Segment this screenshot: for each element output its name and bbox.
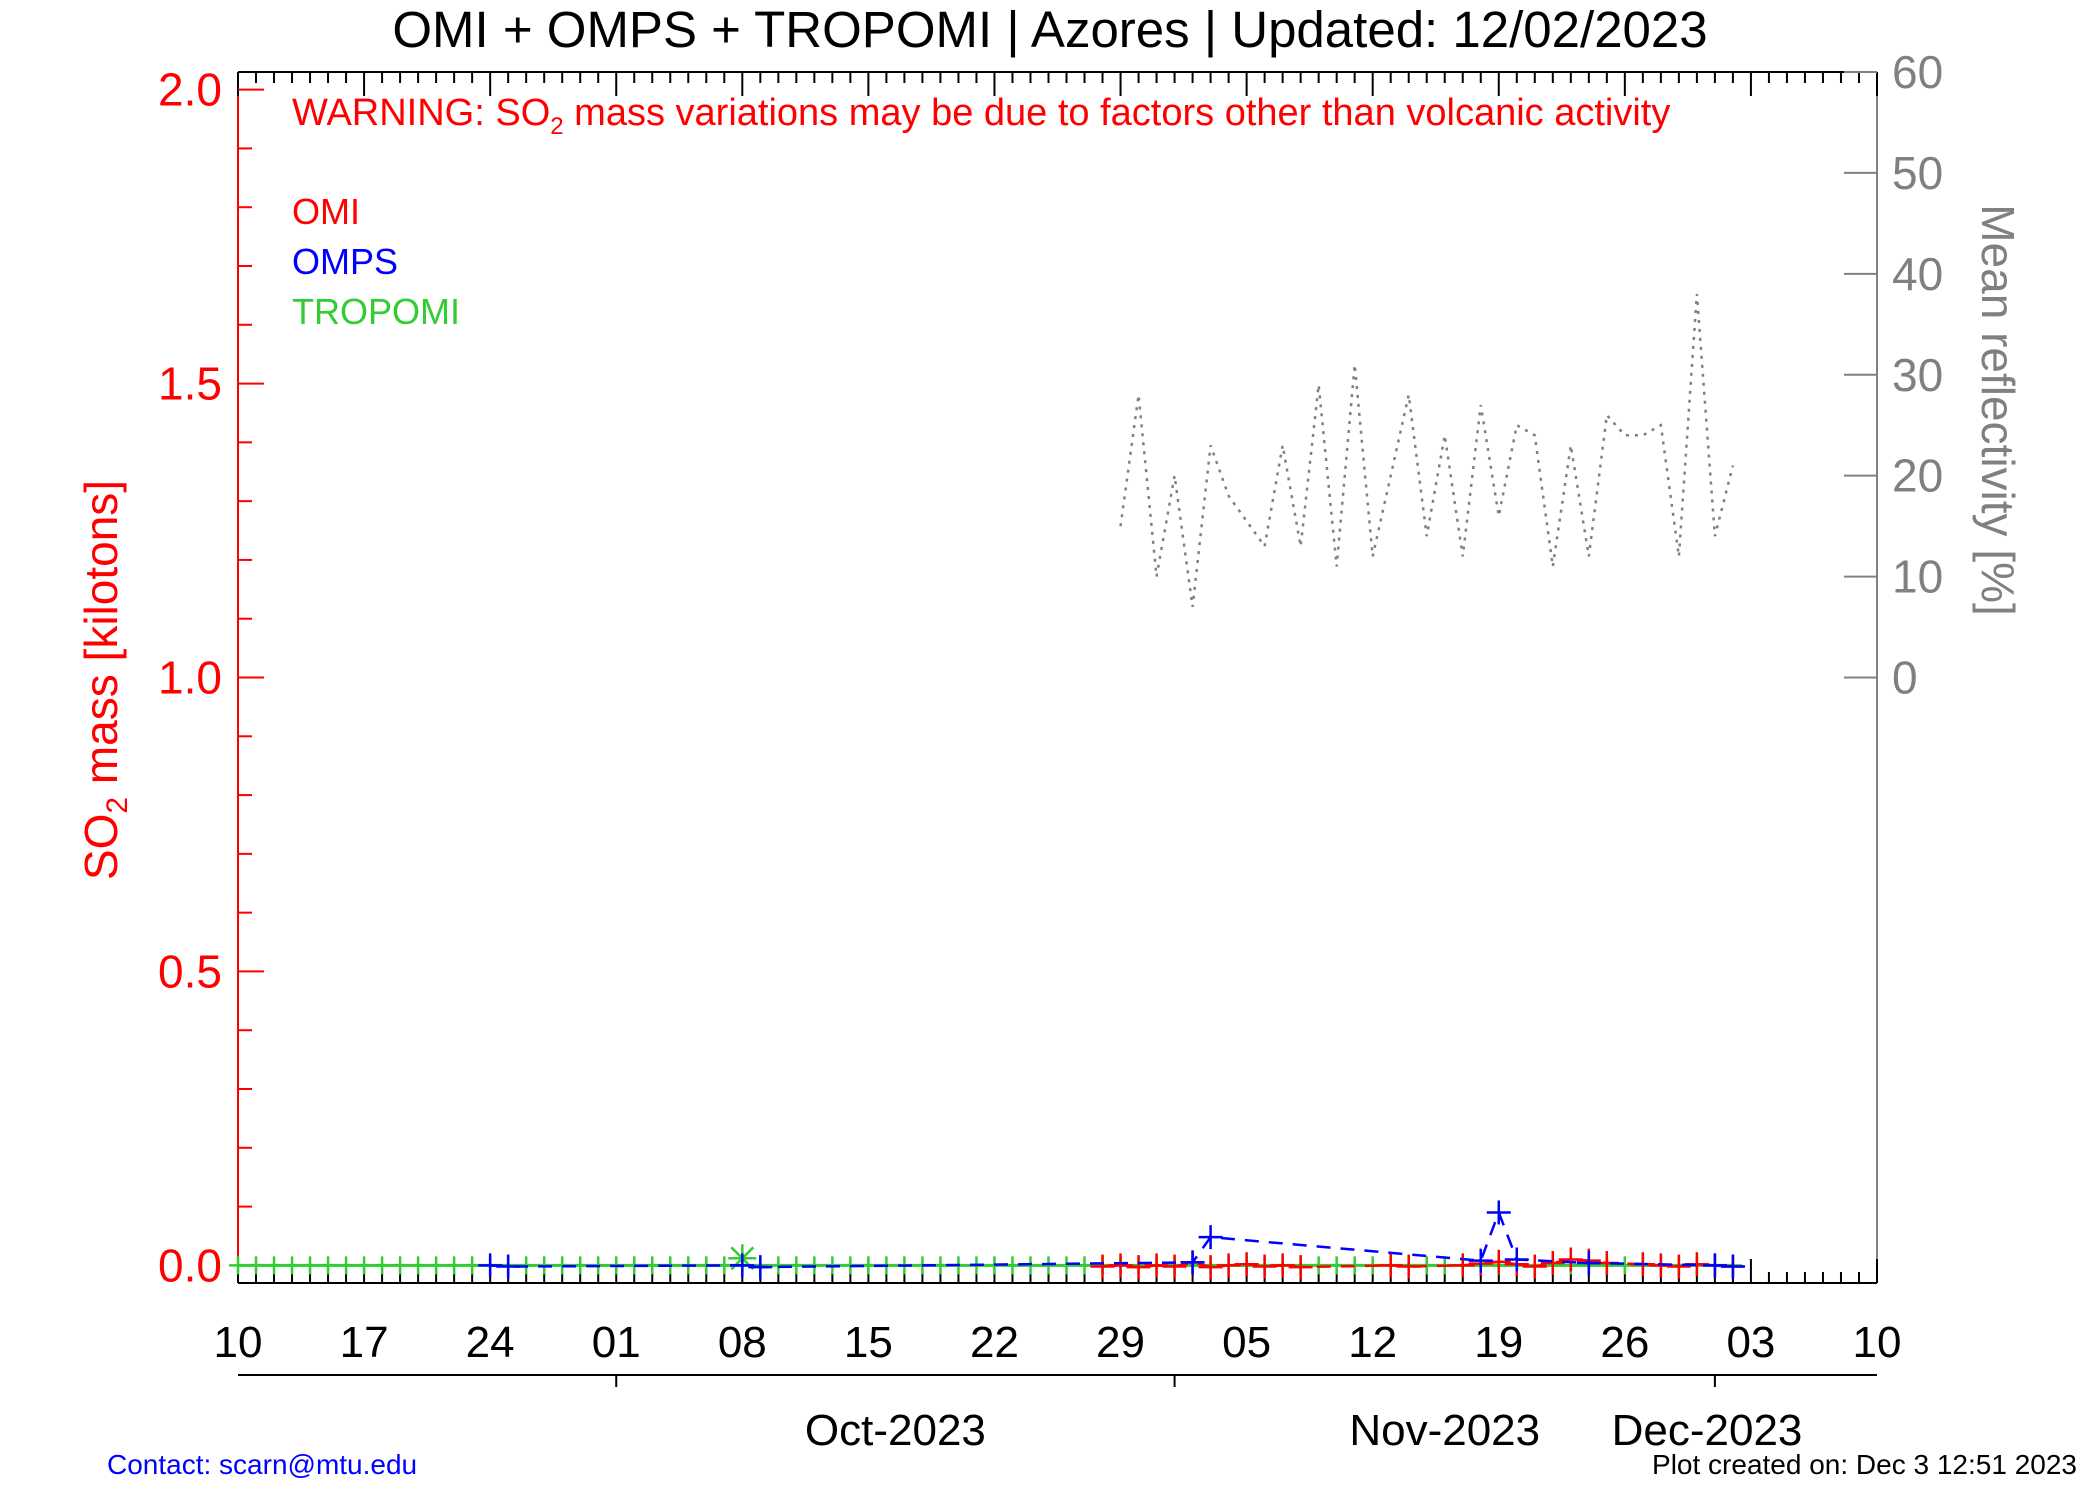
omps-point: [1576, 1251, 1601, 1276]
y-right-tick-label: 0: [1892, 652, 1918, 704]
month-label: Dec-2023: [1612, 1406, 1803, 1455]
x-tick-label: 29: [1096, 1318, 1145, 1367]
omi-point: [1162, 1254, 1187, 1279]
omi-point: [1270, 1253, 1295, 1278]
omi-point: [1666, 1254, 1691, 1279]
y-right-tick-label: 20: [1892, 450, 1943, 502]
omps-point: [496, 1254, 521, 1279]
plot-created-text: Plot created on: Dec 3 12:51 2023: [1652, 1449, 2077, 1480]
month-label: Nov-2023: [1349, 1406, 1540, 1455]
x-tick-label: 10: [214, 1318, 263, 1367]
omi-point: [1108, 1253, 1133, 1278]
tropomi-point: [1057, 1256, 1076, 1275]
x-tick-label: 10: [1853, 1318, 1902, 1367]
omps-point: [730, 1253, 755, 1278]
x-tick-label: 26: [1600, 1318, 1649, 1367]
x-tick-label: 15: [844, 1318, 893, 1367]
y-left-tick-label: 0.5: [158, 945, 222, 997]
tropomi-point: [301, 1256, 320, 1275]
left-y-label-prefix: SO: [75, 814, 127, 880]
warning-text: WARNING: SO2 mass variations may be due …: [292, 92, 1670, 140]
tropomi-point: [337, 1256, 356, 1275]
tropomi-point: [283, 1256, 302, 1275]
tropomi-point: [445, 1256, 464, 1275]
legend-tropomi: TROPOMI: [292, 291, 460, 332]
x-tick-label: 05: [1222, 1318, 1271, 1367]
legend: OMI OMPS TROPOMI: [292, 191, 460, 332]
tropomi-point: [1075, 1256, 1094, 1275]
y-left-tick-label: 1.0: [158, 652, 222, 704]
chart-title: OMI + OMPS + TROPOMI | Azores | Updated:…: [392, 1, 1707, 58]
x-tick-label: 08: [718, 1318, 767, 1367]
x-tick-label: 01: [592, 1318, 641, 1367]
omi-point: [1234, 1252, 1259, 1277]
contact-text: Contact: scarn@mtu.edu: [107, 1449, 417, 1480]
warning-prefix: WARNING: SO: [292, 92, 550, 134]
right-y-axis-ticks: 0 10 20 30 40 50 60: [1844, 46, 1943, 704]
tropomi-point: [355, 1256, 374, 1275]
plot-frame: [237, 71, 1878, 1284]
month-labels: Oct-2023 Nov-2023 Dec-2023: [615, 1375, 1803, 1455]
omi-point: [1522, 1254, 1547, 1279]
x-tick-label: 12: [1348, 1318, 1397, 1367]
legend-omi: OMI: [292, 191, 360, 232]
omi-point: [1540, 1251, 1565, 1276]
tropomi-point: [229, 1256, 247, 1275]
tropomi-point: [1615, 1256, 1634, 1275]
y-left-tick-label: 2.0: [158, 64, 222, 116]
left-y-axis-ticks: 0.0 0.5 1.0 1.5 2.0: [158, 64, 264, 1291]
omi-point: [1450, 1253, 1475, 1278]
omps-point: [1198, 1225, 1223, 1250]
tropomi-point: [1039, 1256, 1058, 1275]
omi-point: [1198, 1255, 1223, 1280]
reflectivity-line: [1119, 293, 1735, 608]
tropomi-point: [391, 1256, 410, 1275]
tropomi-point: [247, 1256, 266, 1275]
tropomi-point: [265, 1256, 284, 1275]
y-left-tick-label: 1.5: [158, 358, 222, 410]
x-axis-ticks: 10 17 24 01 08 15 22 29 05 12 19 26 03 10: [214, 72, 1902, 1367]
tropomi-point: [769, 1256, 788, 1275]
y-right-tick-label: 60: [1892, 46, 1943, 98]
omps-point: [748, 1255, 773, 1280]
y-right-tick-label: 30: [1892, 349, 1943, 401]
legend-omps: OMPS: [292, 241, 398, 282]
y-right-tick-label: 40: [1892, 248, 1943, 300]
tropomi-point: [409, 1256, 428, 1275]
x-tick-label: 22: [970, 1318, 1019, 1367]
tropomi-point: [427, 1256, 446, 1275]
warning-rest: mass variations may be due to factors ot…: [564, 92, 1671, 134]
x-tick-label: 24: [466, 1318, 515, 1367]
x-tick-label: 17: [340, 1318, 389, 1367]
month-label: Oct-2023: [805, 1406, 986, 1455]
y-right-tick-label: 50: [1892, 147, 1943, 199]
omi-point: [1288, 1255, 1313, 1280]
series-layer: [229, 293, 1745, 1280]
tropomi-point: [319, 1256, 338, 1275]
omi-point: [1126, 1255, 1151, 1280]
tropomi-point: [463, 1256, 482, 1275]
warning-subscript: 2: [550, 113, 563, 140]
right-y-axis-label: Mean reflectivity [%]: [1972, 204, 2024, 616]
left-y-label-rest: mass [kilotons]: [75, 480, 127, 797]
y-right-tick-label: 10: [1892, 551, 1943, 603]
y-left-tick-label: 0.0: [158, 1239, 222, 1291]
tropomi-point: [373, 1256, 392, 1275]
omps-point: [1468, 1248, 1493, 1273]
tropomi-point: [787, 1256, 806, 1275]
omps-point: [1720, 1254, 1745, 1279]
omps-line: [490, 1208, 1733, 1269]
left-y-label-subscript: 2: [101, 797, 134, 814]
omps-point: [1486, 1200, 1511, 1225]
x-tick-label: 03: [1726, 1318, 1775, 1367]
omps-point: [1504, 1247, 1529, 1272]
omps-point: [1180, 1250, 1205, 1275]
left-y-axis-label: SO2 mass [kilotons]: [75, 480, 134, 880]
x-tick-label: 19: [1474, 1318, 1523, 1367]
tropomi-point: [1309, 1256, 1328, 1275]
omi-point: [1396, 1254, 1421, 1279]
